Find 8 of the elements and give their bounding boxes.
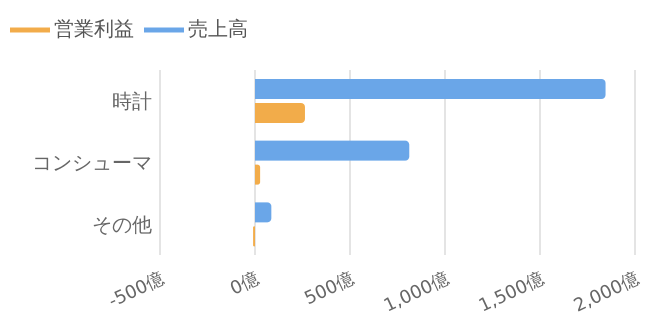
x-tick-label: 0億 <box>226 268 263 300</box>
y-tick-label: その他 <box>92 212 152 236</box>
x-tick-label: -500億 <box>105 268 168 312</box>
legend-label: 売上高 <box>188 16 248 40</box>
y-tick-label: コンシューマ <box>32 150 152 175</box>
x-tick-label: 500億 <box>301 268 358 310</box>
y-tick-label: 時計 <box>112 88 152 113</box>
legend-label: 営業利益 <box>54 16 134 40</box>
